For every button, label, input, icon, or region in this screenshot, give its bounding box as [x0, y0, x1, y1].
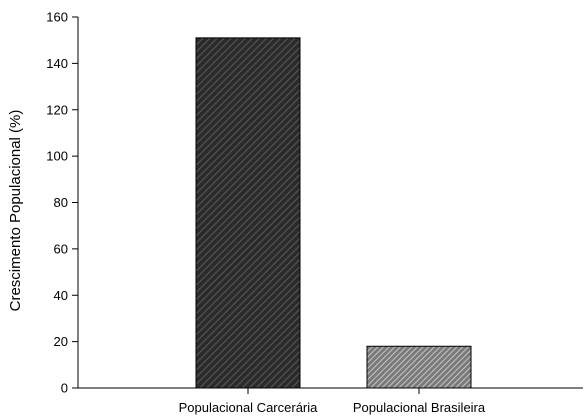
bar	[195, 37, 301, 389]
y-tick-label: 0	[61, 381, 68, 396]
axes	[72, 16, 583, 394]
x-tick-label: Populacional Carcerária	[179, 400, 319, 415]
axis-labels: 0 20 40 60 80 100 120 140 160 Populacional Carcer…	[46, 10, 486, 416]
y-axis-title: Crescimento Populacional (%)	[7, 110, 24, 312]
bars	[195, 37, 472, 389]
y-tick-label: 120	[46, 102, 68, 117]
y-tick-label: 140	[46, 56, 68, 71]
y-tick-label: 160	[46, 10, 68, 25]
y-tick-label: 100	[46, 149, 68, 164]
y-tick-label: 20	[54, 334, 68, 349]
bar	[366, 345, 472, 389]
x-tick-label: Populacional Brasileira	[353, 400, 486, 415]
y-tick-label: 80	[54, 195, 68, 210]
y-tick-label: 60	[54, 241, 68, 256]
y-tick-label: 40	[54, 288, 68, 303]
